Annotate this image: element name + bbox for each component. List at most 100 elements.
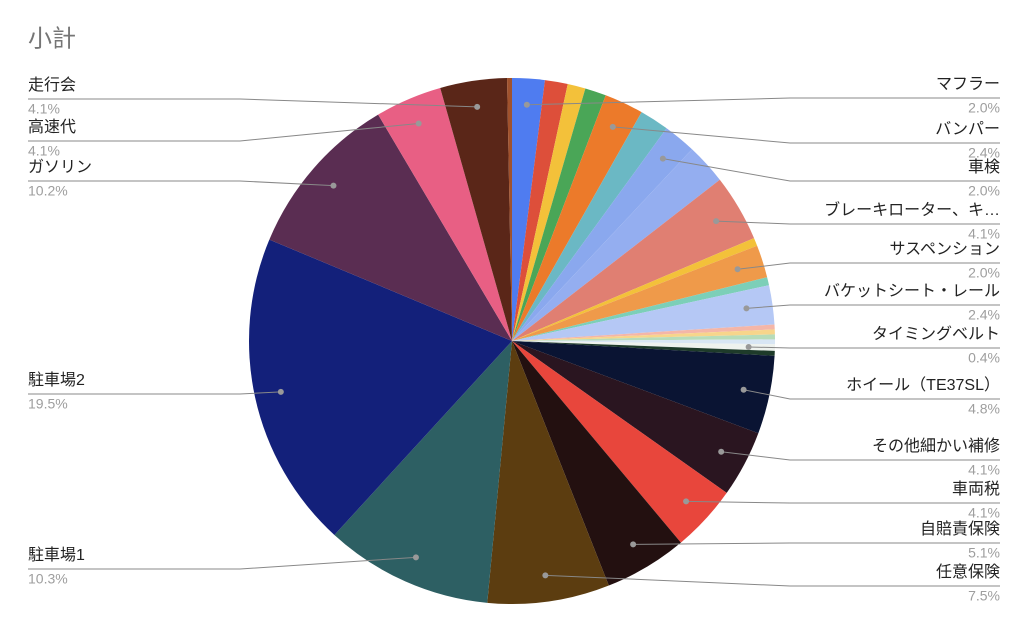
slice-value-label: 10.3% (28, 571, 68, 587)
leader-line (748, 346, 1000, 349)
leader-line (28, 180, 334, 187)
slice-label: 走行会 (28, 76, 76, 94)
chart-title: 小計 (28, 25, 76, 52)
slice-label: ホイール（TE37SL） (846, 376, 1000, 394)
pie-slice (512, 83, 586, 341)
slice-value-label: 4.1% (968, 505, 1000, 521)
leader-dot (415, 120, 422, 127)
slice-value-label: 4.8% (968, 401, 1000, 417)
leader-dot (412, 554, 419, 561)
slice-label: 高速代 (28, 118, 76, 136)
pie-slice (334, 341, 512, 603)
pie-slice (512, 179, 755, 341)
slice-label: 車検 (968, 158, 1000, 176)
pie-slice (512, 78, 545, 341)
leader-dot (718, 448, 725, 455)
slice-value-label: 0.4% (968, 350, 1000, 366)
slice-label: ブレーキローター、キ… (824, 200, 1000, 219)
pie-slice (512, 128, 693, 341)
slice-label: 駐車場2 (28, 371, 85, 389)
leader-line (28, 556, 416, 570)
leader-line (746, 304, 1000, 309)
slice-value-label: 7.5% (968, 588, 1000, 604)
pie-slice (512, 339, 775, 345)
slice-label: サスペンション (889, 241, 1000, 258)
leader-dot (743, 305, 750, 312)
pie-slice (512, 245, 768, 341)
leader-line (28, 122, 419, 142)
slice-label: 駐車場1 (28, 546, 85, 564)
leader-dot (542, 572, 549, 579)
slice-value-label: 2.0% (968, 183, 1000, 199)
pie-slice (378, 87, 512, 341)
leader-dot (713, 218, 720, 225)
leader-line (612, 126, 1000, 144)
pie-slice (512, 324, 775, 341)
slice-label: 任意保険 (936, 562, 1000, 581)
pie-slice (440, 78, 512, 341)
leader-line (743, 389, 1000, 400)
pie-slice (512, 149, 720, 341)
pie-slice (512, 277, 770, 341)
leader-dot (523, 101, 530, 108)
slice-label: ガソリン (28, 158, 92, 176)
leader-line (545, 574, 1000, 587)
leader-dot (277, 388, 284, 395)
leader-dot (734, 266, 741, 273)
leader-line (28, 98, 478, 108)
pie-slice (507, 78, 512, 341)
pie-slice (512, 238, 758, 341)
slice-label: バケットシート・レール (824, 282, 1000, 300)
leader-dot (330, 182, 337, 189)
slice-value-label: 2.0% (968, 265, 1000, 281)
leader-dot (745, 343, 752, 350)
slice-value-label: 19.5% (28, 396, 68, 412)
pie-slice (512, 341, 775, 434)
leader-line (716, 220, 1000, 225)
leader-line (737, 262, 1000, 270)
leader-line (721, 451, 1000, 461)
pie-slice (512, 80, 568, 341)
leader-line (686, 500, 1000, 504)
leader-line (28, 391, 281, 395)
slice-value-label: 4.1% (968, 462, 1000, 478)
leader-dot (740, 386, 747, 393)
pie-slice (512, 95, 642, 341)
pie-slice (512, 88, 606, 341)
leader-dot (630, 541, 637, 548)
pie-slice (512, 112, 667, 342)
slice-label: その他細かい補修 (872, 437, 1000, 455)
slice-label: タイミングベルト (872, 325, 1000, 343)
pie-slice (512, 341, 775, 351)
slice-value-label: 4.1% (28, 101, 60, 117)
slice-value-label: 2.0% (968, 100, 1000, 116)
leader-dot (609, 123, 616, 130)
slice-value-label: 5.1% (968, 545, 1000, 561)
pie-slice (512, 285, 775, 341)
slice-value-label: 4.1% (28, 143, 60, 159)
pie-slice (512, 341, 775, 356)
pie-slice (512, 341, 759, 493)
slice-value-label: 10.2% (28, 183, 68, 199)
slice-label: 自賠責保険 (920, 520, 1000, 538)
pie-slice (512, 341, 727, 543)
leader-dot (474, 103, 481, 110)
pie-slice (487, 341, 609, 604)
pie-slice (512, 329, 775, 341)
slice-value-label: 2.4% (968, 307, 1000, 323)
pie-slice (269, 114, 512, 341)
slice-value-label: 2.4% (968, 145, 1000, 161)
slice-label: バンパー (935, 121, 1000, 138)
pie-slice (512, 341, 681, 586)
slice-label: マフラー (936, 76, 1000, 93)
leader-line (633, 542, 1000, 545)
leader-dot (683, 498, 690, 505)
leader-line (526, 97, 1000, 106)
pie-slice (512, 334, 775, 341)
slice-value-label: 4.1% (968, 226, 1000, 242)
slice-label: 車両税 (952, 480, 1000, 498)
leader-line (662, 158, 1000, 182)
leader-dot (659, 155, 666, 162)
pie-slice (249, 239, 512, 535)
